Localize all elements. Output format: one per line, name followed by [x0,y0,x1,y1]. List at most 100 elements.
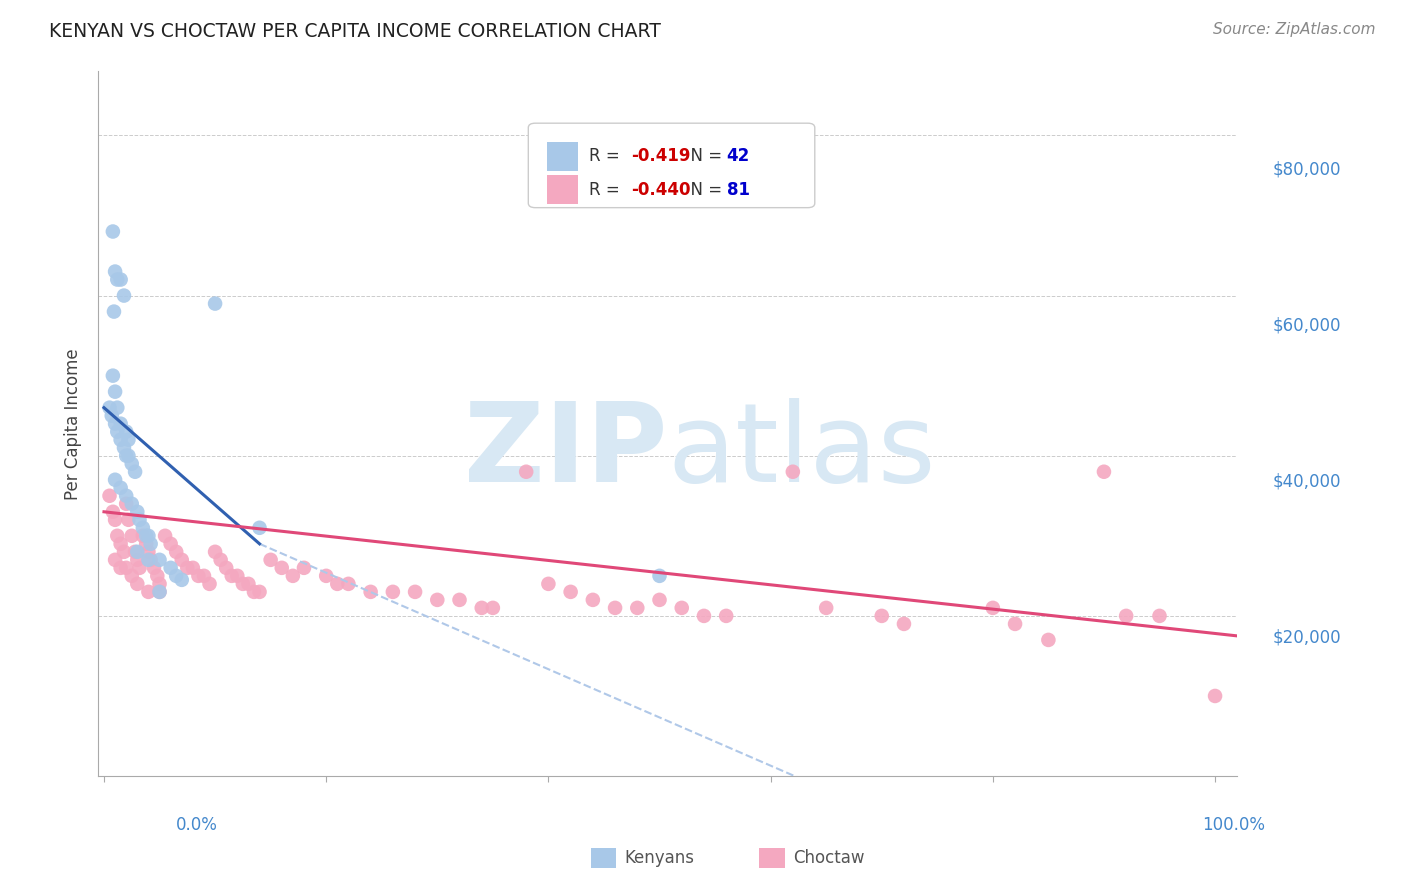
Point [449,592,471,607]
Point [815,600,838,615]
Point [381,585,404,599]
Point [121,497,143,511]
Point [159,537,181,551]
Text: N =: N = [681,147,727,165]
Text: Kenyans: Kenyans [624,849,695,867]
Point [671,600,693,615]
Point [204,296,226,310]
Text: $80,000: $80,000 [1272,161,1341,178]
Point [404,585,426,599]
Point [1004,616,1026,631]
Point [181,561,204,575]
Point [603,600,626,615]
Point [127,545,149,559]
Point [198,577,221,591]
Point [115,497,138,511]
Point [259,553,281,567]
Point [98,401,121,415]
Point [148,553,170,567]
Point [270,561,292,575]
Point [138,545,160,559]
Point [104,417,127,431]
Point [112,545,135,559]
Text: R =: R = [589,147,624,165]
Point [104,473,127,487]
Point [135,537,157,551]
Point [121,457,143,471]
Text: $20,000: $20,000 [1272,629,1341,647]
Point [115,561,138,575]
Point [105,401,128,415]
Point [110,561,132,575]
Text: KENYAN VS CHOCTAW PER CAPITA INCOME CORRELATION CHART: KENYAN VS CHOCTAW PER CAPITA INCOME CORR… [49,22,661,41]
Point [515,465,537,479]
Text: 42: 42 [727,147,749,165]
Text: $40,000: $40,000 [1272,473,1341,491]
Point [135,529,157,543]
Point [170,573,193,587]
Point [132,529,155,543]
Point [124,465,146,479]
Point [165,569,187,583]
Point [560,585,582,599]
Text: ZIP: ZIP [464,399,668,506]
Point [105,529,128,543]
Point [105,272,128,286]
Point [537,577,560,591]
Point [104,384,127,399]
Point [238,577,260,591]
Text: 81: 81 [727,180,749,199]
Y-axis label: Per Capita Income: Per Capita Income [65,348,83,500]
Point [104,264,127,278]
Point [105,425,128,439]
Point [648,569,671,583]
Point [101,505,124,519]
Point [128,513,150,527]
Point [693,608,716,623]
Point [159,561,181,575]
Point [148,585,170,599]
Point [143,561,166,575]
Point [209,553,232,567]
Point [115,425,138,439]
Point [110,537,132,551]
Point [870,608,893,623]
Point [153,529,176,543]
Point [582,592,605,607]
Point [127,505,149,519]
Text: atlas: atlas [668,399,936,506]
Point [249,521,271,535]
Point [249,585,271,599]
Point [215,561,238,575]
Point [101,225,124,239]
Point [360,585,382,599]
Point [138,553,160,567]
Point [326,577,349,591]
Point [204,545,226,559]
Point [1115,608,1137,623]
Point [148,585,170,599]
Point [101,368,124,383]
Point [176,561,198,575]
Point [132,521,155,535]
Point [128,561,150,575]
Point [221,569,243,583]
Point [1038,632,1060,647]
Text: Source: ZipAtlas.com: Source: ZipAtlas.com [1212,22,1375,37]
Point [292,561,315,575]
Point [117,449,139,463]
Point [138,529,160,543]
Point [337,577,360,591]
Text: -0.440: -0.440 [631,180,690,199]
Point [243,585,266,599]
Point [112,441,135,455]
Point [170,553,193,567]
Point [127,577,149,591]
Text: $60,000: $60,000 [1272,317,1341,334]
Point [110,417,132,431]
Point [139,537,162,551]
Point [112,288,135,302]
Point [104,513,127,527]
Text: R =: R = [589,180,624,199]
Point [981,600,1004,615]
